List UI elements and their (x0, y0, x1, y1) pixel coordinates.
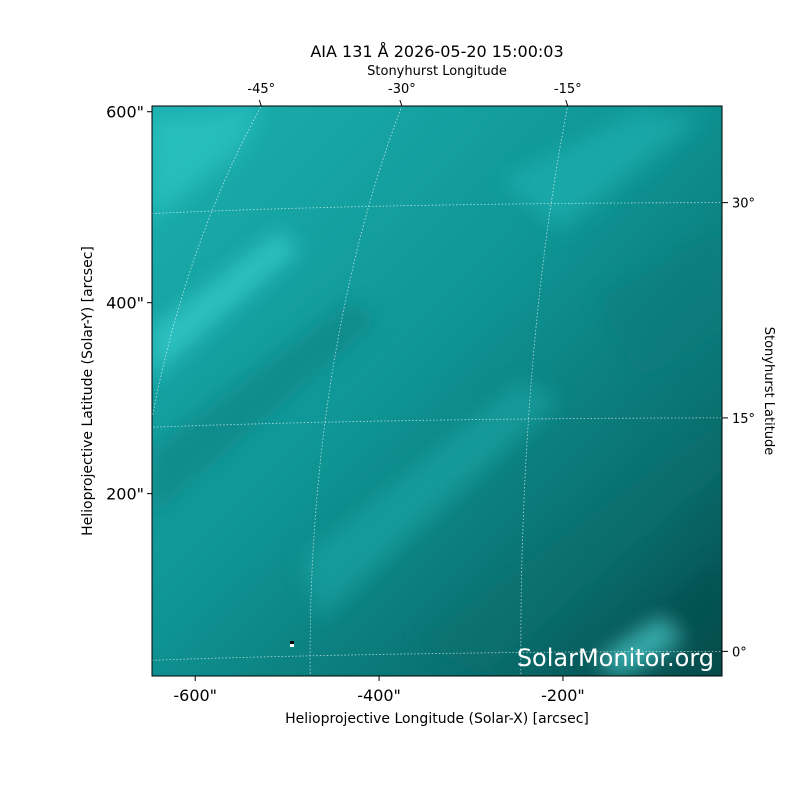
x2-axis-label: Stonyhurst Longitude (367, 64, 507, 79)
y2-axis-label: Stonyhurst Latitude (761, 327, 776, 456)
watermark: SolarMonitor.org (517, 644, 714, 672)
grid-line (152, 417, 722, 428)
x2-tick (565, 99, 569, 107)
x-tick-label: -400" (357, 686, 401, 705)
grid-line (152, 202, 722, 215)
grid-line (309, 106, 403, 676)
y2-tick-label: 15° (732, 412, 755, 427)
x2-tick (258, 99, 262, 107)
x2-tick-label: -15° (554, 82, 582, 97)
grid-line (520, 106, 569, 676)
y-axis-label: Helioprojective Latitude (Solar-Y) [arcs… (80, 246, 96, 536)
grid-line (152, 651, 722, 661)
plot-frame (151, 105, 723, 677)
x2-tick (399, 99, 403, 107)
y2-tick-label: 30° (732, 197, 755, 212)
chart-title: AIA 131 Å 2026-05-20 15:00:03 (310, 42, 563, 61)
x-tick-label: -200" (541, 686, 585, 705)
y-tick-label: 200" (106, 485, 144, 504)
x-tick-label: -600" (173, 686, 217, 705)
y-tick-label: 400" (106, 294, 144, 313)
x2-tick-label: -45° (247, 82, 275, 97)
y-tick-label: 600" (106, 103, 144, 122)
x-axis-label: Helioprojective Longitude (Solar-X) [arc… (285, 711, 589, 727)
y2-tick-label: 0° (732, 645, 747, 660)
x2-tick-label: -30° (388, 82, 416, 97)
